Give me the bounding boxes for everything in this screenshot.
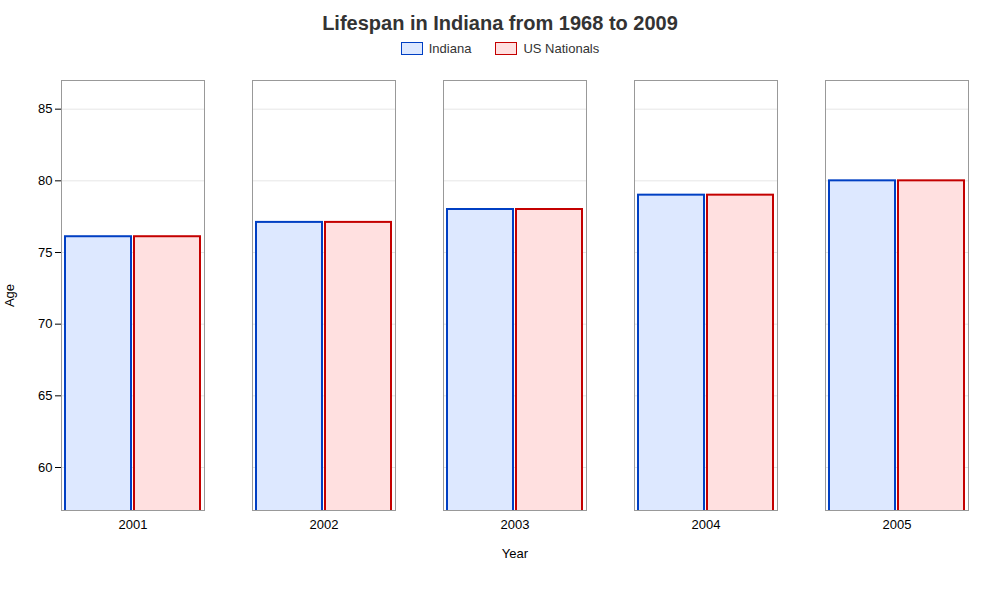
svg-text:2004: 2004: [692, 517, 721, 532]
svg-text:85: 85: [38, 101, 52, 116]
svg-text:2003: 2003: [501, 517, 530, 532]
svg-text:60: 60: [38, 460, 52, 475]
html-text:Indiana: Indiana: [428, 41, 472, 56]
svg-text:2001: 2001: [119, 517, 148, 532]
html-text:Lifespan in Indiana from 1968: Lifespan in Indiana from 1968 to 2009: [322, 12, 678, 34]
svg-text:2005: 2005: [883, 517, 912, 532]
svg-text:65: 65: [38, 388, 52, 403]
html-text:US Nationals: US Nationals: [523, 41, 600, 56]
svg-text:Year: Year: [502, 546, 529, 561]
svg-text:75: 75: [38, 245, 52, 260]
svg-text:2002: 2002: [310, 517, 339, 532]
svg-text:80: 80: [38, 173, 52, 188]
svg-text:Age: Age: [2, 284, 17, 307]
svg-text:70: 70: [38, 316, 52, 331]
